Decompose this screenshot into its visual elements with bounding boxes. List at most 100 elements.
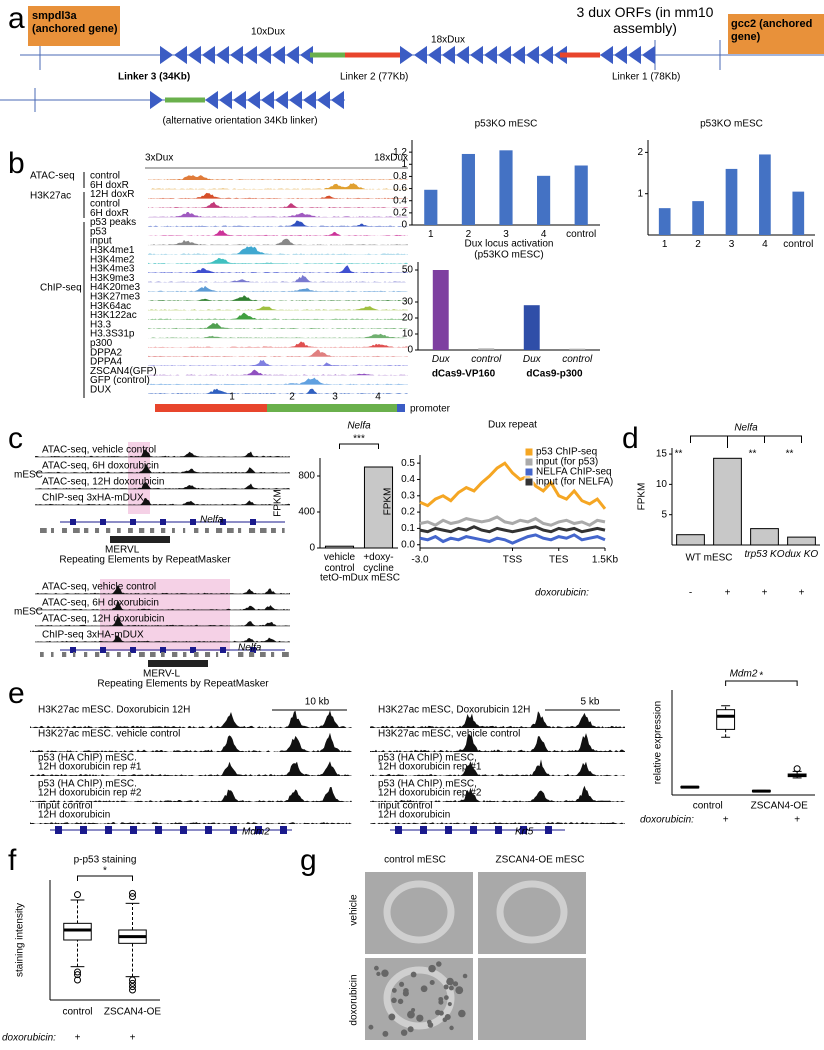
repeat xyxy=(95,652,100,657)
dux-repeat-arrow xyxy=(244,45,257,65)
gene-box xyxy=(728,14,824,54)
repeat xyxy=(260,652,266,657)
exon xyxy=(70,519,76,525)
exon xyxy=(80,826,87,834)
cell xyxy=(416,1014,424,1022)
x-tick-label-box: 4 xyxy=(541,229,547,240)
bar xyxy=(461,153,475,225)
exon xyxy=(105,826,112,834)
track-label: H3K64ac xyxy=(90,301,131,312)
signal-track xyxy=(148,333,408,339)
x-tick-label-box: 2 xyxy=(695,239,701,250)
repeat-track-label: Repeating Elements by RepeatMasker xyxy=(59,555,231,566)
gene-label-box: gcc2 (anchored gene) xyxy=(731,18,812,43)
dux-repeat-arrow xyxy=(174,45,187,65)
repeat xyxy=(161,652,165,657)
track-label: p53 (HA ChIP) mESC, xyxy=(378,753,477,764)
series-line xyxy=(419,515,606,527)
track-label: ChIP-seq 3xHA-mDUX xyxy=(42,630,144,641)
group-label: ZSCAN4-OE xyxy=(751,801,809,812)
dux-repeat-arrow xyxy=(160,45,173,65)
exon xyxy=(230,826,237,834)
label: Linker 3 (34Kb) xyxy=(118,72,190,83)
repeat-name: MERVL xyxy=(105,545,140,556)
y-tick-label: 800 xyxy=(298,471,315,482)
dux-repeat-arrow xyxy=(233,90,246,110)
signal-track xyxy=(148,285,408,292)
dux-repeat-arrow xyxy=(642,45,655,65)
legend-label: NELFA ChIP-seq xyxy=(536,467,612,478)
x-tick-label: control xyxy=(783,239,814,250)
exon xyxy=(395,826,402,834)
track-label: control xyxy=(90,171,120,182)
bar xyxy=(432,270,449,350)
track-label: p53 (HA ChIP) mESC. xyxy=(38,779,137,790)
significance-bracket xyxy=(339,443,379,449)
bar xyxy=(792,191,805,235)
exon xyxy=(100,647,106,653)
bar xyxy=(569,348,586,350)
x-tick-label: 2 xyxy=(465,229,472,240)
chart-title: p53KO mESC xyxy=(700,119,763,130)
repeat xyxy=(205,528,209,533)
repeat xyxy=(183,652,187,657)
track-label: 12H doxorubicin xyxy=(378,810,450,821)
segment xyxy=(155,404,267,412)
label: Linker 1 (78Kb) xyxy=(612,72,680,83)
cell xyxy=(388,1013,396,1021)
y-tick-label: 10 xyxy=(656,479,668,490)
repeat xyxy=(271,652,275,657)
outlier xyxy=(74,891,81,899)
chart-title: p53KO mESC xyxy=(475,119,538,130)
box xyxy=(716,709,736,730)
track-label: 6H doxR xyxy=(90,208,129,219)
x-tick-label: 1.5Kb xyxy=(592,555,619,566)
cell xyxy=(438,999,444,1005)
signal-track xyxy=(148,349,408,357)
label: 3xDux xyxy=(145,153,173,164)
dux-repeat-arrow xyxy=(258,45,271,65)
track-label: p53 xyxy=(90,226,107,237)
dux-repeat-arrow xyxy=(331,90,344,110)
track-label: 12H doxorubicin rep #2 xyxy=(378,788,482,799)
exon xyxy=(130,519,136,525)
bar xyxy=(478,348,495,350)
y-tick-label: 0.4 xyxy=(393,195,407,206)
cell xyxy=(442,1017,448,1023)
bar xyxy=(658,208,671,235)
exon xyxy=(280,826,287,834)
outlier xyxy=(129,979,136,987)
exon xyxy=(180,826,187,834)
x-tick-label-box: control xyxy=(783,239,814,250)
micrograph xyxy=(478,958,586,1040)
significance-bracket xyxy=(77,875,133,881)
repeat xyxy=(216,652,219,657)
cell xyxy=(429,979,435,986)
y-axis-label: FPKM xyxy=(637,483,648,511)
cell xyxy=(400,1029,408,1036)
outlier xyxy=(129,889,136,897)
dux-repeat-arrow xyxy=(216,45,229,65)
signal-track xyxy=(148,230,408,236)
y-axis-label: staining intensity xyxy=(15,903,26,977)
panel-label: e xyxy=(8,677,25,710)
exon xyxy=(205,826,212,834)
track-label: H3K9me3 xyxy=(90,273,135,284)
cell xyxy=(403,987,409,994)
outlier xyxy=(129,986,136,994)
repeat xyxy=(40,652,44,657)
scale-label: 5 kb xyxy=(581,697,600,708)
repeat xyxy=(194,652,199,657)
dux-repeat-arrow xyxy=(230,45,243,65)
cell xyxy=(407,1010,415,1019)
legend-swatch xyxy=(524,447,534,457)
track-label: H3K4me2 xyxy=(90,254,135,265)
treatment-value: + xyxy=(762,588,768,599)
repeat xyxy=(51,528,54,533)
bar xyxy=(424,189,438,225)
exon xyxy=(255,826,262,834)
y-tick-label: 20 xyxy=(402,313,414,324)
colony xyxy=(383,880,455,944)
track-label: 12H doxorubicin xyxy=(38,810,110,821)
